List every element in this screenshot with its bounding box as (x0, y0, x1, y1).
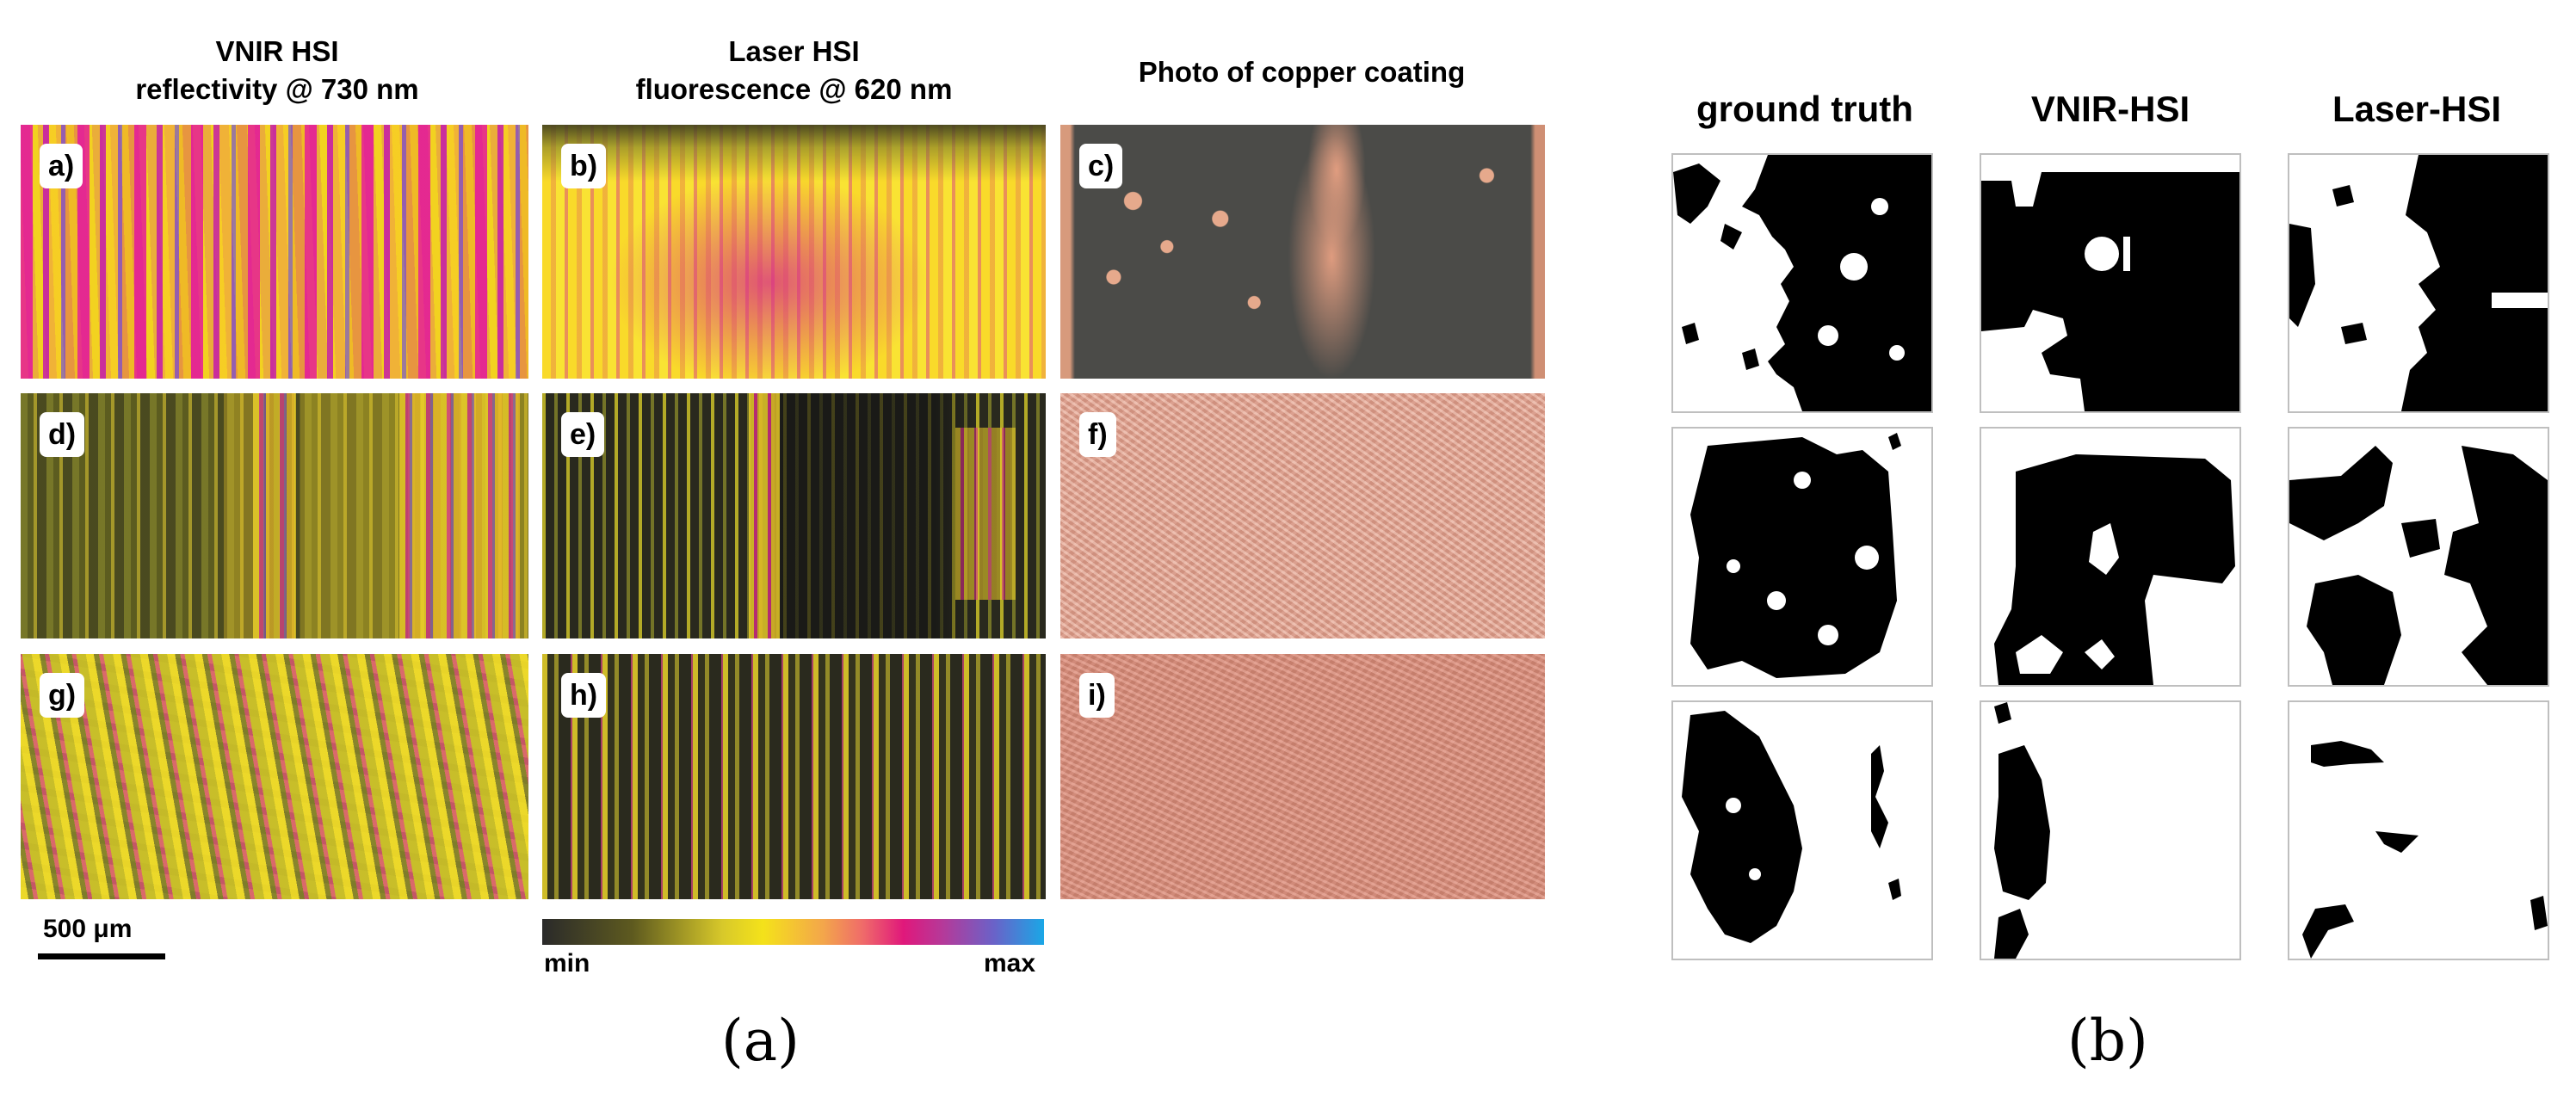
colorbar-max-label: max (984, 949, 1036, 978)
panel-label-g: g) (40, 673, 85, 718)
mask-shape (2302, 741, 2548, 959)
mask-shape (2289, 446, 2548, 685)
mask-shape (2289, 155, 2548, 411)
laser-map-b: b) (542, 125, 1046, 379)
mask-shape (1994, 702, 2050, 959)
colorbar (542, 919, 1044, 945)
laser-map-e-hotspot (955, 428, 1016, 600)
colorbar-min-label: min (544, 949, 590, 978)
column-title-line2: reflectivity @ 730 nm (135, 73, 419, 105)
column-title-photo: Photo of copper coating (1059, 53, 1545, 91)
panel-label-f: f) (1079, 412, 1116, 457)
mask-laser-hsi-2 (2288, 427, 2549, 687)
mask-ground-truth-3 (1671, 700, 1933, 960)
mask-vnir-hsi-3 (1980, 700, 2241, 960)
column-title-line1: Photo of copper coating (1138, 56, 1466, 88)
mask-laser-hsi-1 (2288, 153, 2549, 413)
mask-shape (1994, 454, 2235, 685)
subfigure-label-b: (b) (2067, 1008, 2148, 1074)
vnir-map-d: d) (21, 393, 528, 638)
panel-label-d: d) (40, 412, 85, 457)
column-title-vnir: VNIR HSI reflectivity @ 730 nm (19, 33, 535, 108)
column-title-line1: Laser HSI (728, 35, 860, 67)
panel-label-c: c) (1079, 144, 1123, 188)
panel-label-b: b) (561, 144, 607, 188)
laser-map-b-dark-band (542, 125, 1046, 228)
mask-shape (1673, 155, 1931, 411)
column-title-laser-hsi: Laser-HSI (2332, 89, 2502, 129)
vnir-map-a: a) (21, 125, 528, 379)
mask-ground-truth-1 (1671, 153, 1933, 413)
vnir-map-d-hotspot (253, 393, 296, 638)
laser-map-e: e) (542, 393, 1046, 638)
scale-bar (38, 953, 165, 959)
mask-ground-truth-2 (1671, 427, 1933, 687)
scale-bar-label: 500 μm (43, 915, 133, 943)
mask-shape (1682, 711, 1901, 943)
column-title-line1: VNIR HSI (215, 35, 339, 67)
panel-label-h: h) (561, 673, 607, 718)
photo-f: f) (1060, 393, 1545, 638)
photo-i: i) (1060, 654, 1545, 899)
laser-map-e-hotspot (749, 393, 780, 638)
column-title-vnir-hsi: VNIR-HSI (2030, 89, 2190, 129)
panel-label-a: a) (40, 144, 83, 188)
mask-shape (1981, 172, 2239, 411)
mask-shape (1690, 433, 1901, 678)
column-title-laser: Laser HSI fluorescence @ 620 nm (542, 33, 1046, 108)
photo-c: c) (1060, 125, 1545, 379)
mask-laser-hsi-3 (2288, 700, 2549, 960)
panel-label-i: i) (1079, 673, 1115, 718)
mask-vnir-hsi-2 (1980, 427, 2241, 687)
vnir-map-d-hotspot (399, 393, 520, 638)
column-title-line2: fluorescence @ 620 nm (635, 73, 953, 105)
vnir-map-g: g) (21, 654, 528, 899)
panel-label-e: e) (561, 412, 605, 457)
laser-map-h: h) (542, 654, 1046, 899)
mask-vnir-hsi-1 (1980, 153, 2241, 413)
subfigure-label-a: (a) (721, 1008, 800, 1074)
column-title-ground-truth: ground truth (1696, 89, 1913, 129)
